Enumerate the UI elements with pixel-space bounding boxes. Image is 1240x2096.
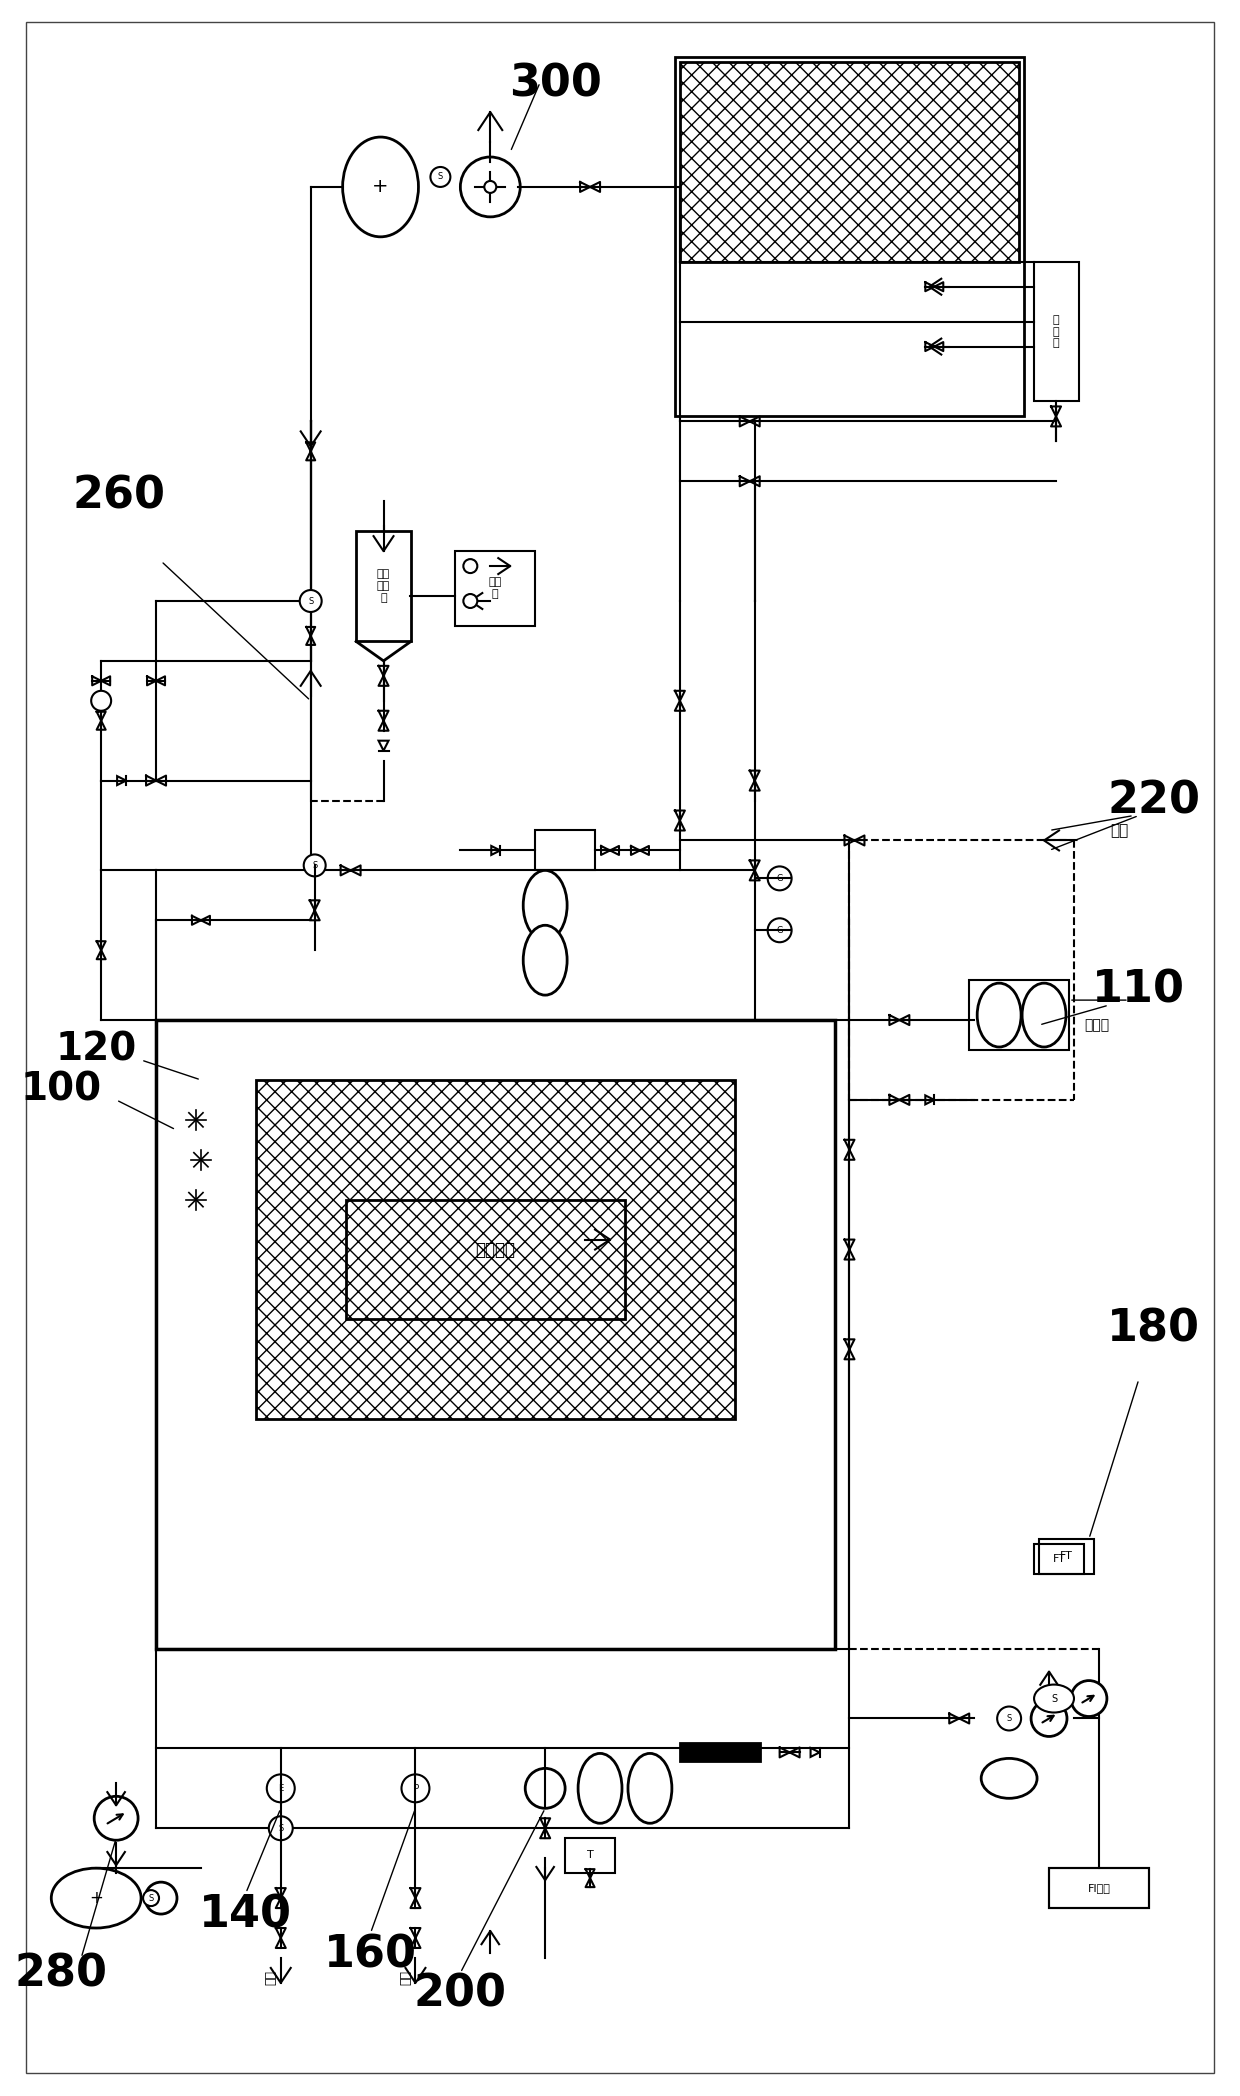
Bar bbox=[675, 57, 1024, 417]
Circle shape bbox=[464, 593, 477, 608]
Text: 交
换
器: 交 换 器 bbox=[1053, 314, 1059, 348]
Ellipse shape bbox=[977, 983, 1021, 1048]
Text: 180: 180 bbox=[1107, 1308, 1200, 1350]
Bar bbox=[1034, 1545, 1084, 1574]
Text: 冷却
机: 冷却 机 bbox=[489, 576, 502, 599]
Bar bbox=[346, 1199, 625, 1318]
Text: G: G bbox=[776, 874, 782, 882]
Circle shape bbox=[143, 1891, 159, 1905]
Circle shape bbox=[997, 1706, 1021, 1731]
Text: FT: FT bbox=[1059, 1551, 1073, 1562]
Ellipse shape bbox=[342, 136, 418, 237]
Circle shape bbox=[94, 1796, 138, 1840]
Circle shape bbox=[768, 918, 791, 943]
Ellipse shape bbox=[51, 1868, 141, 1928]
Bar bbox=[536, 830, 595, 870]
Text: S: S bbox=[278, 1824, 284, 1832]
Ellipse shape bbox=[1034, 1685, 1074, 1712]
Text: 100: 100 bbox=[21, 1071, 102, 1109]
Text: 200: 200 bbox=[414, 1972, 507, 2016]
Text: 生物气体: 生物气体 bbox=[475, 1241, 516, 1258]
Circle shape bbox=[430, 168, 450, 187]
Polygon shape bbox=[356, 641, 410, 660]
Circle shape bbox=[1071, 1681, 1107, 1717]
Bar bbox=[680, 63, 1019, 262]
Text: 160: 160 bbox=[324, 1933, 417, 1977]
Text: S: S bbox=[308, 597, 314, 606]
Text: S: S bbox=[1007, 1715, 1012, 1723]
Text: 300: 300 bbox=[508, 63, 601, 105]
Ellipse shape bbox=[523, 924, 567, 996]
Text: 沼水: 沼水 bbox=[399, 1970, 412, 1985]
Bar bbox=[1039, 1538, 1094, 1574]
Text: +: + bbox=[89, 1888, 103, 1907]
Bar bbox=[255, 1079, 735, 1419]
Circle shape bbox=[526, 1769, 565, 1809]
Text: 冷却
脱硫
机: 冷却 脱硫 机 bbox=[377, 570, 391, 604]
Ellipse shape bbox=[523, 870, 567, 941]
Text: +: + bbox=[372, 178, 389, 197]
Circle shape bbox=[768, 866, 791, 891]
Text: FT: FT bbox=[1053, 1553, 1065, 1564]
Bar bbox=[156, 1021, 835, 1650]
Text: T: T bbox=[587, 1851, 594, 1859]
Circle shape bbox=[300, 591, 321, 612]
Text: FI计槽: FI计槽 bbox=[1087, 1882, 1110, 1893]
Text: S: S bbox=[312, 861, 317, 870]
Bar bbox=[455, 551, 536, 627]
Text: 120: 120 bbox=[56, 1031, 136, 1069]
Bar bbox=[565, 1838, 615, 1874]
Bar bbox=[1049, 1868, 1148, 1907]
Circle shape bbox=[1032, 1700, 1066, 1735]
Bar bbox=[356, 530, 410, 641]
Circle shape bbox=[267, 1775, 295, 1803]
Text: 280: 280 bbox=[15, 1953, 108, 1995]
Text: 110: 110 bbox=[1092, 968, 1185, 1012]
Text: 140: 140 bbox=[200, 1893, 293, 1937]
Text: 260: 260 bbox=[73, 474, 166, 518]
Text: 消化槽: 消化槽 bbox=[1084, 1019, 1110, 1031]
Ellipse shape bbox=[578, 1754, 622, 1824]
Circle shape bbox=[269, 1817, 293, 1840]
Bar bbox=[680, 1744, 760, 1761]
Ellipse shape bbox=[981, 1759, 1037, 1798]
Ellipse shape bbox=[627, 1754, 672, 1824]
Circle shape bbox=[92, 692, 112, 711]
Circle shape bbox=[485, 180, 496, 193]
Circle shape bbox=[145, 1882, 177, 1914]
Text: P: P bbox=[413, 1784, 418, 1792]
Bar bbox=[1034, 262, 1079, 402]
Circle shape bbox=[402, 1775, 429, 1803]
Text: 220: 220 bbox=[1107, 780, 1200, 822]
Ellipse shape bbox=[1022, 983, 1066, 1048]
Bar bbox=[970, 981, 1069, 1050]
Text: S: S bbox=[149, 1893, 154, 1903]
Text: 用水: 用水 bbox=[1110, 824, 1128, 838]
Circle shape bbox=[304, 855, 326, 876]
Text: E: E bbox=[278, 1784, 284, 1792]
Text: 沼水: 沼水 bbox=[264, 1970, 278, 1985]
Bar bbox=[1049, 1868, 1148, 1907]
Circle shape bbox=[464, 560, 477, 572]
Text: G: G bbox=[776, 926, 782, 935]
Ellipse shape bbox=[460, 157, 521, 216]
Text: S: S bbox=[1052, 1694, 1056, 1704]
Text: S: S bbox=[438, 172, 443, 182]
